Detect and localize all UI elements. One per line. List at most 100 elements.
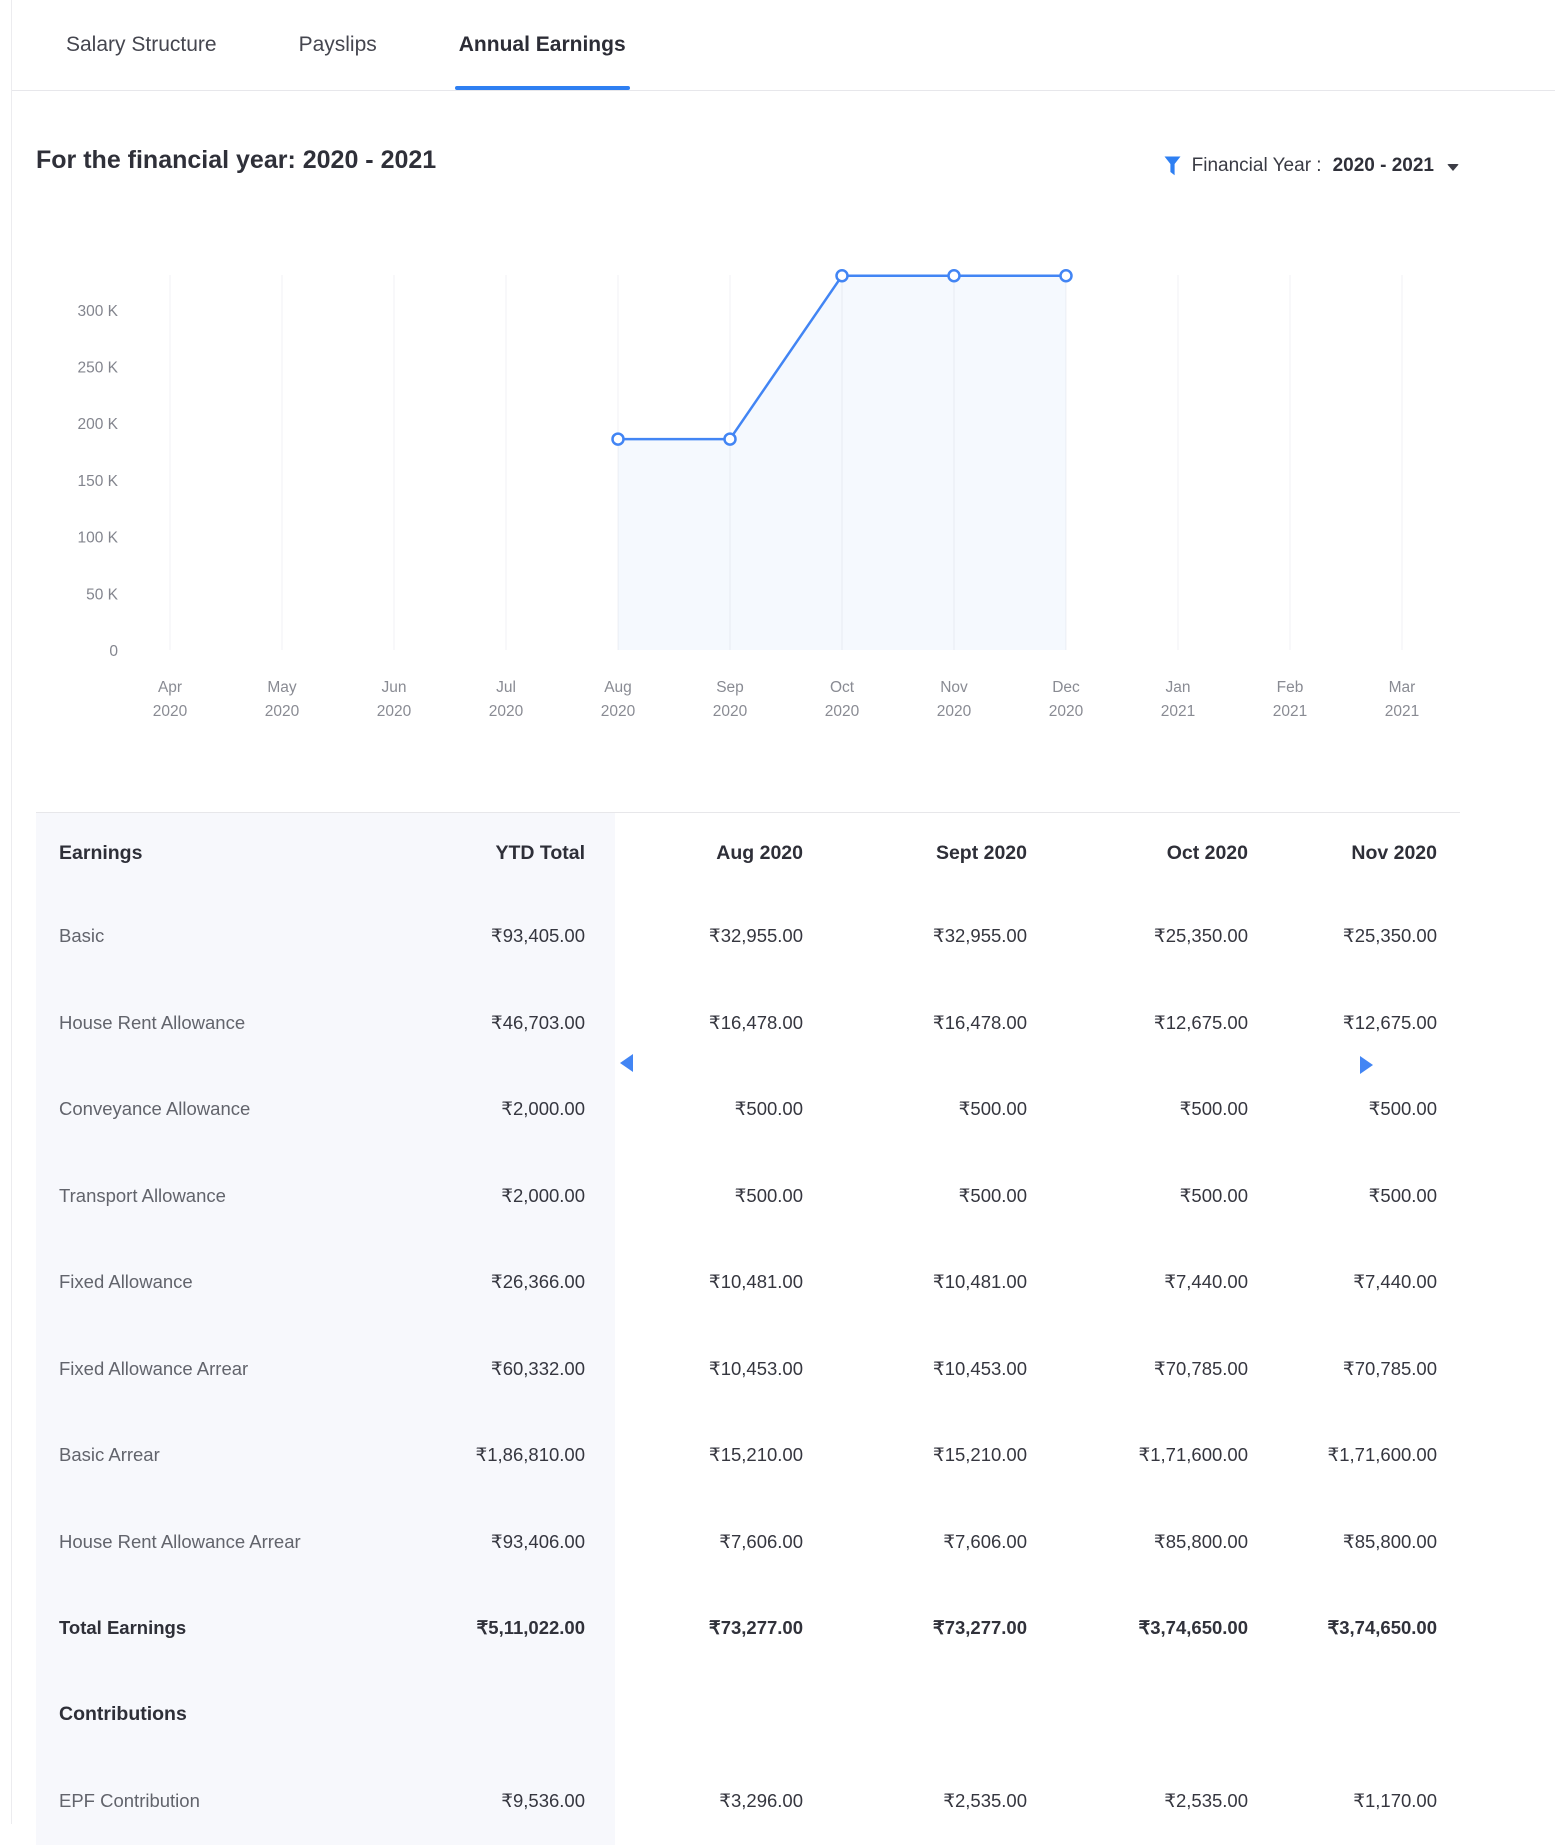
- month-value: ₹7,440.00: [1164, 1271, 1248, 1293]
- column-header: Sept 2020: [935, 841, 1027, 864]
- y-axis-tick-label: 150 K: [77, 473, 118, 490]
- table-row: Fixed Allowance ₹26,366.00 ₹10,481.00 ₹10,4…: [36, 1239, 1442, 1326]
- x-axis-month-label: May: [267, 679, 297, 696]
- row-label: Contributions: [36, 1671, 330, 1758]
- ytd-total-value: ₹1,86,810.00: [330, 1412, 615, 1499]
- x-axis-year-label: 2020: [713, 703, 748, 720]
- table-row: Fixed Allowance Arrear ₹60,332.00 ₹10,453.…: [36, 1325, 1442, 1412]
- month-value: ₹85,800.00: [1153, 1530, 1248, 1552]
- month-value: ₹12,675.00: [1342, 1011, 1437, 1033]
- column-header: Nov 2020: [1351, 841, 1437, 864]
- next-months-arrow-icon[interactable]: [1360, 1056, 1373, 1074]
- table-row: Transport Allowance ₹2,000.00 ₹500.00 ₹500.…: [36, 1152, 1442, 1239]
- table-row: Contributions: [36, 1671, 1442, 1758]
- month-value: ₹7,606.00: [719, 1530, 803, 1552]
- column-header: Oct 2020: [1166, 841, 1248, 864]
- month-value: ₹7,440.00: [1353, 1271, 1437, 1293]
- x-axis-year-label: 2020: [377, 703, 412, 720]
- row-label: Transport Allowance: [36, 1152, 330, 1239]
- ytd-total-value: ₹26,366.00: [330, 1239, 615, 1326]
- month-value: ₹2,535.00: [943, 1790, 1027, 1812]
- month-value: ₹16,478.00: [932, 1011, 1027, 1033]
- data-point[interactable]: [835, 269, 849, 283]
- data-point[interactable]: [611, 432, 625, 446]
- tab-salary-structure[interactable]: Salary Structure: [66, 33, 217, 56]
- y-axis-tick-label: 200 K: [77, 416, 118, 433]
- column-header: Earnings: [36, 813, 330, 893]
- row-label: Fixed Allowance: [36, 1239, 330, 1326]
- filter-label: Financial Year :: [1191, 155, 1322, 176]
- x-axis-month-label: Aug: [604, 679, 632, 696]
- month-value: ₹500.00: [1179, 1098, 1248, 1120]
- ytd-total-value: ₹46,703.00: [330, 979, 615, 1066]
- annual-earnings-table: Earnings YTD Total Aug 2020 Sept 2020 Oct 20…: [36, 813, 1442, 1845]
- earnings-area-fill: [618, 275, 1066, 650]
- row-label: EPF Contribution: [36, 1758, 330, 1845]
- x-axis-month-label: Jan: [1166, 679, 1191, 696]
- x-axis-month-label: Sep: [716, 679, 744, 696]
- month-value: ₹500.00: [734, 1184, 803, 1206]
- month-value: ₹10,481.00: [708, 1271, 803, 1293]
- month-value: ₹500.00: [1179, 1184, 1248, 1206]
- previous-months-arrow-icon[interactable]: [620, 1054, 633, 1072]
- x-axis-month-label: Jul: [496, 679, 516, 696]
- column-header: YTD Total: [330, 813, 615, 893]
- month-value: ₹3,296.00: [719, 1790, 803, 1812]
- chart-svg: Apr 2020 May 2020 Jun 2020 Jul 2020 Aug 2020 Sep 20…: [77, 269, 1419, 720]
- row-label: Total Earnings: [36, 1585, 330, 1672]
- month-value: ₹1,170.00: [1353, 1790, 1437, 1812]
- month-value: ₹500.00: [958, 1184, 1027, 1206]
- y-axis-tick-label: 50 K: [86, 586, 119, 603]
- x-axis-month-label: Jun: [382, 679, 407, 696]
- month-value: ₹73,277.00: [932, 1617, 1027, 1639]
- chevron-down-icon: [1447, 164, 1459, 171]
- row-label: Basic Arrear: [36, 1412, 330, 1499]
- x-axis-year-label: 2021: [1385, 703, 1419, 720]
- ytd-total-value: ₹9,536.00: [330, 1758, 615, 1845]
- x-axis-year-label: 2020: [1049, 703, 1084, 720]
- month-value: ₹500.00: [734, 1098, 803, 1120]
- tab-annual-earnings[interactable]: Annual Earnings: [454, 0, 630, 90]
- page-title: For the financial year: 2020 - 2021: [36, 146, 437, 174]
- x-axis-year-label: 2020: [601, 703, 636, 720]
- ytd-total-value: ₹5,11,022.00: [330, 1585, 615, 1672]
- month-value: ₹70,785.00: [1153, 1357, 1248, 1379]
- row-label: House Rent Allowance: [36, 979, 330, 1066]
- x-axis-year-label: 2020: [153, 703, 188, 720]
- table-row: House Rent Allowance ₹46,703.00 ₹16,478.00…: [36, 979, 1442, 1066]
- financial-year-filter[interactable]: Financial Year : 2020 - 2021: [1164, 152, 1459, 180]
- y-axis-tick-label: 250 K: [77, 360, 118, 377]
- table-row: EPF Contribution ₹9,536.00 ₹3,296.00 ₹2,535…: [36, 1758, 1442, 1845]
- x-axis-year-label: 2020: [825, 703, 860, 720]
- row-label: Conveyance Allowance: [36, 1066, 330, 1153]
- tab-bar: Salary Structure Payslips Annual Earning…: [12, 0, 1555, 91]
- table-header-row: Earnings YTD Total Aug 2020 Sept 2020 Oct 20…: [36, 813, 1442, 893]
- ytd-total-value: ₹93,405.00: [330, 893, 615, 980]
- tab-payslips[interactable]: Payslips: [298, 33, 377, 56]
- month-value: ₹70,785.00: [1342, 1357, 1437, 1379]
- month-value: ₹3,74,650.00: [1327, 1617, 1437, 1639]
- data-point[interactable]: [723, 432, 737, 446]
- table-row: Basic ₹93,405.00 ₹32,955.00 ₹32,955.00 ₹25,3…: [36, 893, 1442, 980]
- table-row: Basic Arrear ₹1,86,810.00 ₹15,210.00 ₹15,21…: [36, 1412, 1442, 1499]
- month-value: ₹25,350.00: [1342, 925, 1437, 947]
- month-value: ₹10,481.00: [932, 1271, 1027, 1293]
- month-value: ₹500.00: [1368, 1184, 1437, 1206]
- data-point[interactable]: [1059, 269, 1073, 283]
- filter-funnel-icon: [1164, 156, 1181, 176]
- column-header: Aug 2020: [716, 841, 803, 864]
- month-value: ₹73,277.00: [708, 1617, 803, 1639]
- table-row: House Rent Allowance Arrear ₹93,406.00 ₹7,…: [36, 1498, 1442, 1585]
- row-label: Fixed Allowance Arrear: [36, 1325, 330, 1412]
- data-point[interactable]: [947, 269, 961, 283]
- left-edge-divider: [11, 0, 12, 1824]
- month-value: ₹25,350.00: [1153, 925, 1248, 947]
- month-value: ₹500.00: [958, 1098, 1027, 1120]
- x-axis-year-label: 2020: [265, 703, 300, 720]
- y-axis-tick-label: 0: [109, 643, 118, 660]
- month-value: ₹500.00: [1368, 1098, 1437, 1120]
- x-axis-month-label: Mar: [1389, 679, 1416, 696]
- month-value: ₹32,955.00: [708, 925, 803, 947]
- month-value: ₹2,535.00: [1164, 1790, 1248, 1812]
- table-row: Conveyance Allowance ₹2,000.00 ₹500.00 ₹500…: [36, 1066, 1442, 1153]
